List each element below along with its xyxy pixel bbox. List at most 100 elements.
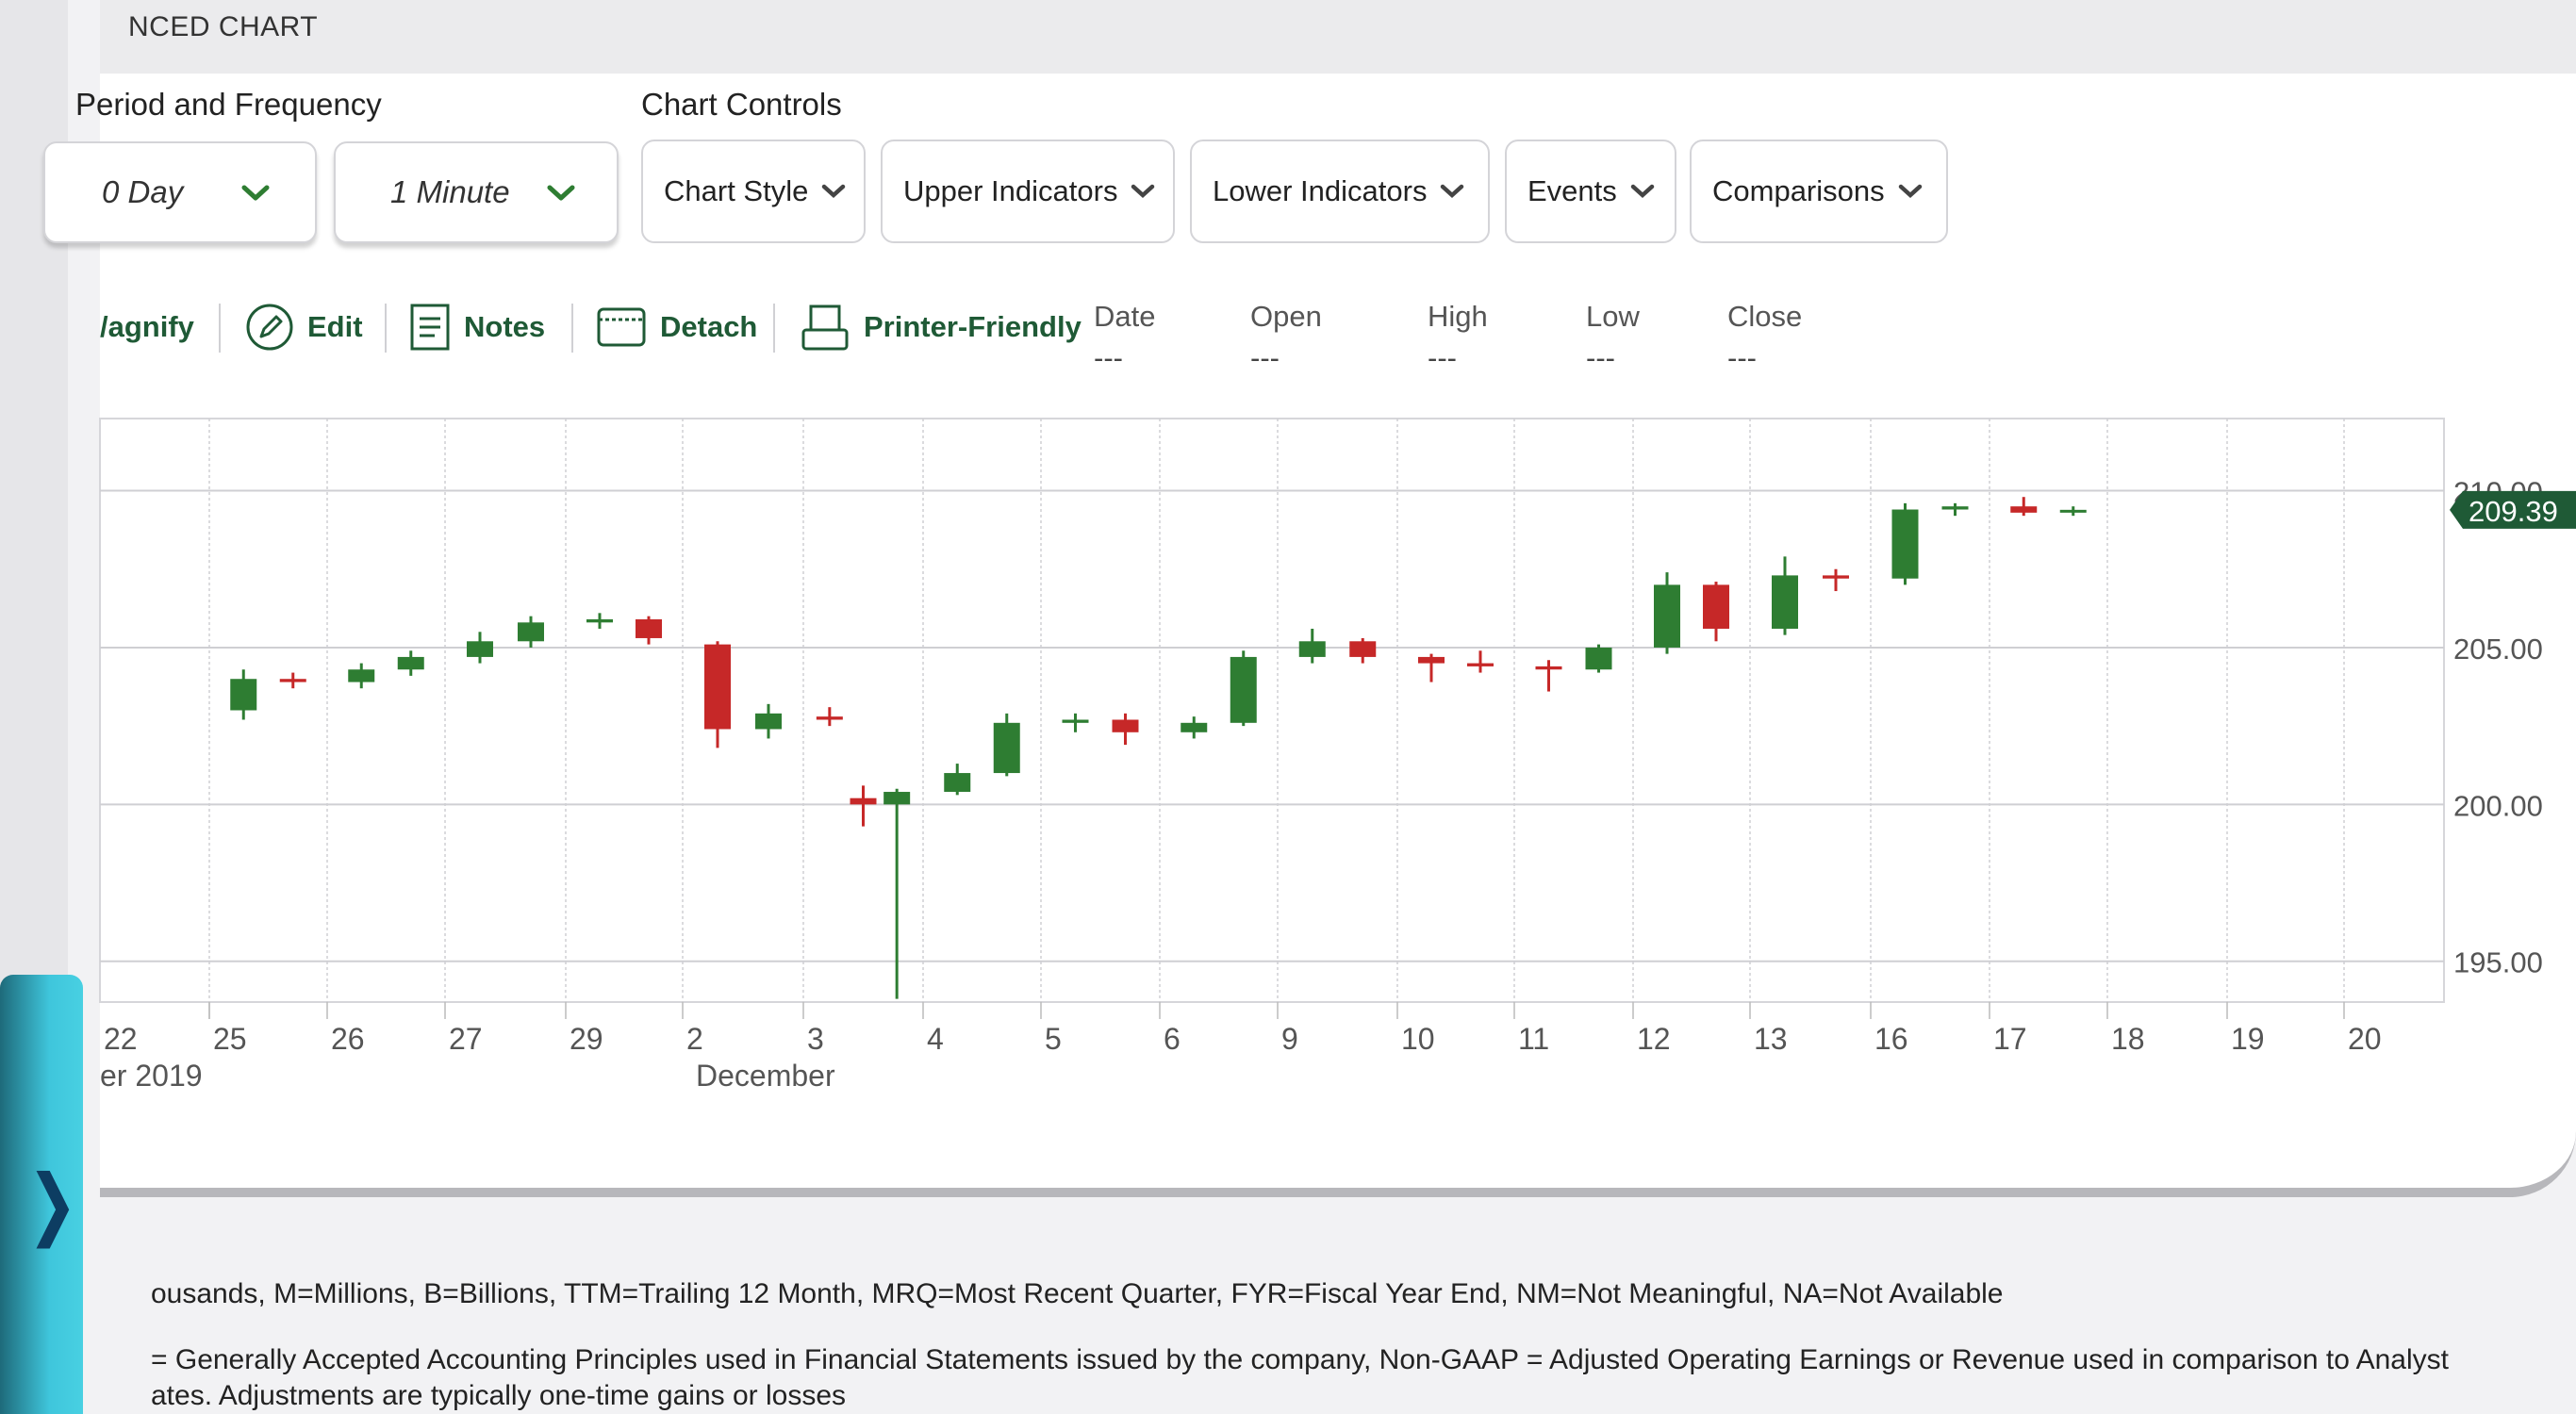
candle-body <box>816 716 843 720</box>
side-panel-toggle[interactable]: ❭ <box>0 975 84 1414</box>
x-sublabel: December <box>696 1059 835 1093</box>
x-tick-label: 2 <box>686 1022 703 1056</box>
chevron-down-icon <box>547 185 575 201</box>
candle-body <box>2059 509 2087 513</box>
frequency-value: 1 Minute <box>390 174 510 209</box>
detach-icon <box>597 307 646 347</box>
candle-body <box>586 618 613 623</box>
candle-body <box>467 641 493 657</box>
x-tick-label: 12 <box>1637 1022 1671 1056</box>
candle-body <box>1298 641 1326 657</box>
candle-body <box>1585 647 1612 670</box>
notes-button[interactable]: Notes <box>409 300 545 354</box>
ohlc-low-label: Low <box>1586 300 1640 333</box>
ohlc-date-label: Date <box>1094 300 1156 333</box>
ohlc-high-value: --- <box>1428 341 1457 374</box>
candle-body <box>1535 666 1562 670</box>
comparisons-label: Comparisons <box>1712 174 1885 207</box>
edit-label: Edit <box>307 310 363 343</box>
toolbar-divider <box>773 304 775 353</box>
candle-body <box>1654 584 1680 648</box>
chevron-down-icon <box>1131 184 1155 199</box>
y-tick-label: 195.00 <box>2453 946 2543 979</box>
lower-indicators-dropdown[interactable]: Lower Indicators <box>1190 140 1490 243</box>
magnify-label: /agnify <box>100 310 194 343</box>
events-dropdown[interactable]: Events <box>1505 140 1676 243</box>
last-price-tag <box>2450 490 2576 529</box>
candle-body <box>1418 656 1445 664</box>
footer-gaap-note: = Generally Accepted Accounting Principl… <box>151 1344 2449 1375</box>
ohlc-close: Close --- <box>1727 300 1802 375</box>
candle-body <box>636 618 662 638</box>
candle-body <box>230 679 257 711</box>
candle-body <box>1062 719 1089 723</box>
pencil-icon <box>246 304 293 351</box>
x-tick-label: 22 <box>104 1022 138 1056</box>
x-tick-label: 9 <box>1281 1022 1298 1056</box>
candle-body <box>1349 641 1377 657</box>
ohlc-high-label: High <box>1428 300 1488 333</box>
x-tick-label: 29 <box>570 1022 603 1056</box>
edit-button[interactable]: Edit <box>245 300 363 354</box>
candle-body <box>279 679 306 682</box>
candle-body <box>1823 575 1849 579</box>
detach-button[interactable]: Detach <box>596 300 757 354</box>
ohlc-open-label: Open <box>1250 300 1322 333</box>
x-tick-label: 3 <box>807 1022 824 1056</box>
x-tick-label: 20 <box>2348 1022 2382 1056</box>
candle-body <box>850 797 877 805</box>
chevron-down-icon <box>1630 184 1655 199</box>
candle-body <box>704 644 731 730</box>
x-tick-label: 13 <box>1754 1022 1788 1056</box>
x-tick-label: 5 <box>1045 1022 1062 1056</box>
candle-body <box>1891 509 1919 579</box>
comparisons-dropdown[interactable]: Comparisons <box>1690 140 1948 243</box>
upper-indicators-dropdown[interactable]: Upper Indicators <box>881 140 1175 243</box>
ohlc-date: Date --- <box>1094 300 1155 375</box>
frequency-dropdown[interactable]: 1 Minute <box>334 141 619 243</box>
candle-body <box>883 792 911 805</box>
x-tick-label: 16 <box>1874 1022 1908 1056</box>
chart-title: NCED CHART <box>128 11 319 42</box>
chart-style-dropdown[interactable]: Chart Style <box>641 140 866 243</box>
x-tick-label: 4 <box>927 1022 944 1056</box>
x-tick-label: 26 <box>331 1022 365 1056</box>
candle-body <box>993 722 1020 774</box>
lower-indicators-label: Lower Indicators <box>1213 174 1428 207</box>
printer-friendly-button[interactable]: Printer-Friendly <box>800 300 1082 354</box>
ohlc-high: High --- <box>1428 300 1488 375</box>
magnify-button[interactable]: /agnify <box>100 300 194 354</box>
period-value: 0 Day <box>102 174 184 209</box>
chart-controls-label: Chart Controls <box>641 87 842 122</box>
chart-title-bar: NCED CHART <box>100 0 2576 74</box>
candle-body <box>944 773 971 793</box>
candle-body <box>1112 719 1139 732</box>
ohlc-low: Low --- <box>1586 300 1640 375</box>
chart-style-label: Chart Style <box>664 174 809 207</box>
toolbar-divider <box>385 304 387 353</box>
y-tick-label: 205.00 <box>2453 633 2543 666</box>
x-tick-label: 18 <box>2111 1022 2145 1056</box>
candle-body <box>755 713 782 730</box>
candle-body <box>1467 663 1494 666</box>
candle-body <box>518 622 544 642</box>
last-price-label: 209.39 <box>2469 495 2558 528</box>
footer-abbreviations: ousands, M=Millions, B=Billions, TTM=Tra… <box>151 1278 2004 1309</box>
candle-body <box>1772 575 1798 629</box>
footer-gaap-note-continued: ates. Adjustments are typically one-time… <box>151 1380 847 1411</box>
period-frequency-label: Period and Frequency <box>75 87 382 122</box>
candle-body <box>1941 506 1969 510</box>
x-tick-label: 27 <box>449 1022 483 1056</box>
price-chart[interactable]: 195.00200.00205.00210.002225262729234569… <box>68 0 2576 1131</box>
x-tick-label: 11 <box>1518 1022 1549 1056</box>
candle-body <box>397 656 424 670</box>
chevron-down-icon <box>1441 184 1464 199</box>
advanced-chart-page: NCED CHART Period and Frequency Chart Co… <box>43 0 2576 1414</box>
period-dropdown[interactable]: 0 Day <box>43 141 317 243</box>
candle-body <box>1181 722 1208 732</box>
events-label: Events <box>1527 174 1617 207</box>
ohlc-open: Open --- <box>1250 300 1322 375</box>
chevron-down-icon <box>822 184 846 199</box>
notes-icon <box>410 304 450 351</box>
x-tick-label: 25 <box>213 1022 247 1056</box>
